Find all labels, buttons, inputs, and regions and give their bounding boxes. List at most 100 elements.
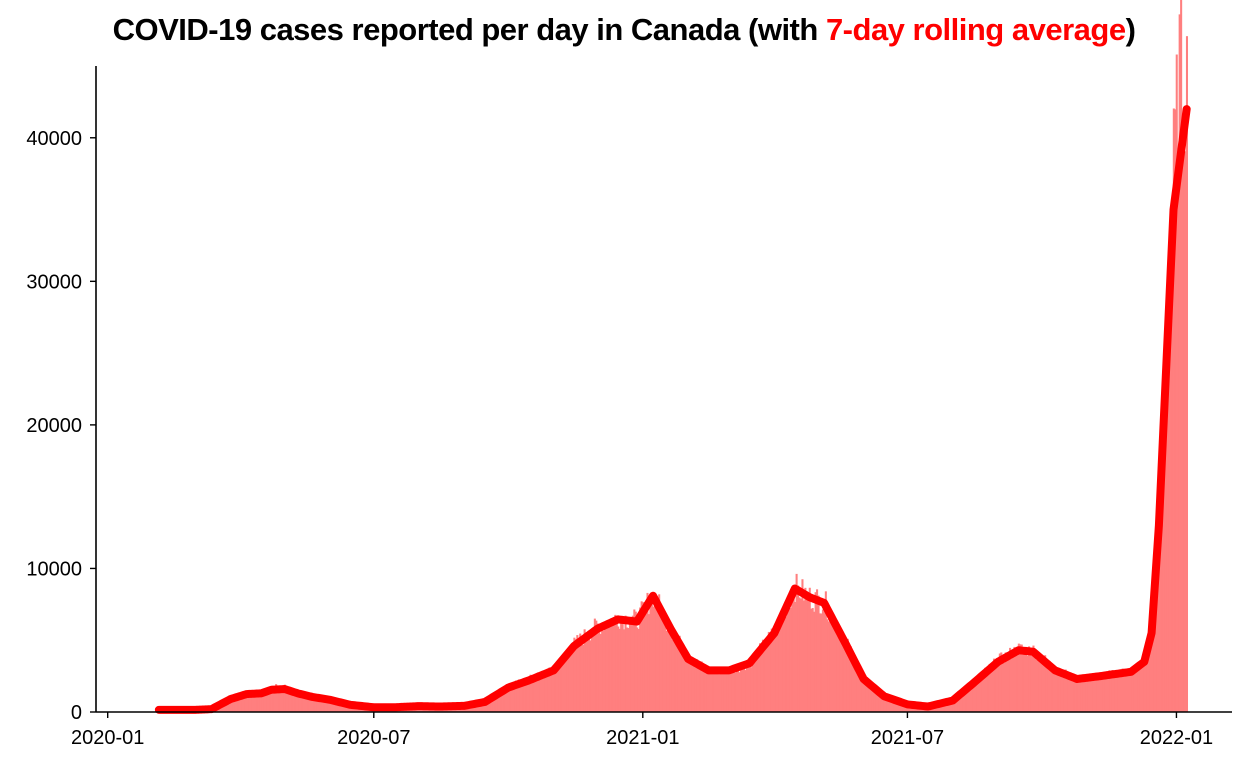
- daily-case-bar: [732, 666, 735, 712]
- daily-case-bar: [851, 652, 854, 712]
- daily-case-bar: [1140, 663, 1143, 712]
- daily-case-bar: [598, 624, 601, 712]
- daily-case-bar: [570, 653, 573, 712]
- daily-case-bar: [788, 603, 791, 712]
- daily-case-bar: [576, 635, 579, 712]
- daily-case-bar: [316, 696, 319, 712]
- daily-case-bar: [345, 704, 348, 712]
- daily-case-bar: [1098, 673, 1101, 712]
- daily-case-bar: [798, 597, 801, 712]
- daily-case-bar: [605, 626, 608, 712]
- daily-case-bar: [289, 690, 292, 712]
- daily-case-bar: [856, 667, 860, 712]
- daily-case-bar: [579, 633, 582, 712]
- daily-case-bar: [327, 700, 330, 712]
- daily-case-bar: [1107, 673, 1110, 712]
- daily-case-bar: [780, 613, 784, 712]
- daily-case-bar: [337, 702, 341, 712]
- daily-case-bar: [1165, 343, 1168, 712]
- daily-case-bar: [938, 704, 941, 712]
- daily-case-bar: [585, 638, 588, 712]
- daily-case-bar: [1048, 660, 1051, 712]
- daily-case-bar: [725, 668, 728, 712]
- daily-case-bar: [1120, 673, 1123, 712]
- daily-case-bar: [1115, 677, 1118, 712]
- daily-case-bar: [824, 591, 827, 712]
- daily-case-bar: [593, 618, 596, 712]
- daily-case-bar: [1093, 677, 1096, 712]
- daily-case-bar: [1178, 14, 1181, 713]
- daily-case-bar: [680, 652, 683, 712]
- daily-case-bar: [237, 696, 240, 712]
- daily-case-bar: [1083, 677, 1086, 712]
- daily-case-bar: [1123, 671, 1126, 712]
- daily-case-bar: [326, 701, 329, 712]
- daily-case-bar: [1039, 661, 1042, 712]
- daily-case-bar: [972, 684, 975, 712]
- daily-case-bar: [637, 629, 640, 712]
- daily-case-bar: [1047, 662, 1050, 712]
- daily-case-bar: [988, 663, 991, 712]
- daily-case-bar: [481, 702, 484, 712]
- daily-case-bar: [336, 703, 339, 712]
- daily-case-bar: [310, 697, 313, 712]
- daily-case-bar: [791, 592, 794, 712]
- daily-case-bar: [677, 640, 680, 712]
- daily-case-bar: [797, 585, 800, 712]
- daily-case-bar: [238, 695, 241, 712]
- daily-case-bar: [820, 613, 823, 712]
- daily-case-bar: [542, 675, 545, 712]
- daily-case-bar: [706, 669, 709, 712]
- daily-case-bar: [611, 626, 614, 712]
- daily-case-bar: [772, 635, 775, 712]
- daily-case-bar: [646, 592, 649, 712]
- daily-case-bar: [1042, 659, 1045, 712]
- daily-case-bar: [849, 646, 852, 712]
- daily-case-bar: [225, 704, 228, 712]
- daily-case-bar: [247, 692, 250, 712]
- daily-case-bar: [735, 668, 738, 712]
- daily-case-bar: [323, 699, 326, 712]
- daily-case-bar: [301, 693, 304, 712]
- daily-case-bar: [1127, 674, 1130, 712]
- daily-case-bar: [710, 672, 713, 712]
- daily-case-bar: [609, 618, 612, 712]
- bars-layer: [174, 0, 1189, 713]
- daily-case-bar: [949, 702, 952, 712]
- daily-case-bar: [308, 696, 311, 712]
- daily-case-bar: [1071, 679, 1074, 712]
- daily-case-bar: [555, 665, 558, 712]
- daily-case-bar: [874, 689, 877, 712]
- daily-case-bar: [826, 619, 829, 712]
- daily-case-bar: [760, 643, 763, 712]
- daily-case-bar: [332, 700, 335, 712]
- daily-case-bar: [264, 691, 267, 712]
- daily-case-bar: [744, 670, 747, 712]
- daily-case-bar: [1007, 652, 1010, 712]
- daily-case-bar: [668, 633, 671, 712]
- daily-case-bar: [954, 698, 957, 712]
- daily-case-bar: [1105, 671, 1108, 712]
- daily-case-bar: [623, 629, 626, 712]
- daily-case-bar: [529, 674, 532, 712]
- daily-case-bar: [799, 598, 803, 712]
- daily-case-bar: [234, 698, 237, 712]
- daily-case-bar: [291, 692, 294, 712]
- daily-case-bar: [509, 685, 512, 712]
- daily-case-bar: [731, 669, 734, 712]
- daily-case-bar: [785, 616, 788, 712]
- daily-case-bar: [256, 691, 259, 712]
- daily-case-bar: [317, 696, 320, 712]
- daily-case-bar: [324, 699, 327, 712]
- daily-case-bar: [756, 650, 759, 712]
- daily-case-bar: [574, 639, 577, 712]
- daily-case-bar: [775, 622, 778, 712]
- daily-case-bar: [487, 698, 490, 712]
- daily-case-bar: [501, 689, 504, 712]
- daily-case-bar: [935, 704, 938, 712]
- daily-case-bar: [495, 695, 498, 712]
- daily-case-bar: [810, 608, 813, 712]
- daily-case-bar: [1131, 667, 1134, 712]
- daily-case-bar: [693, 662, 696, 712]
